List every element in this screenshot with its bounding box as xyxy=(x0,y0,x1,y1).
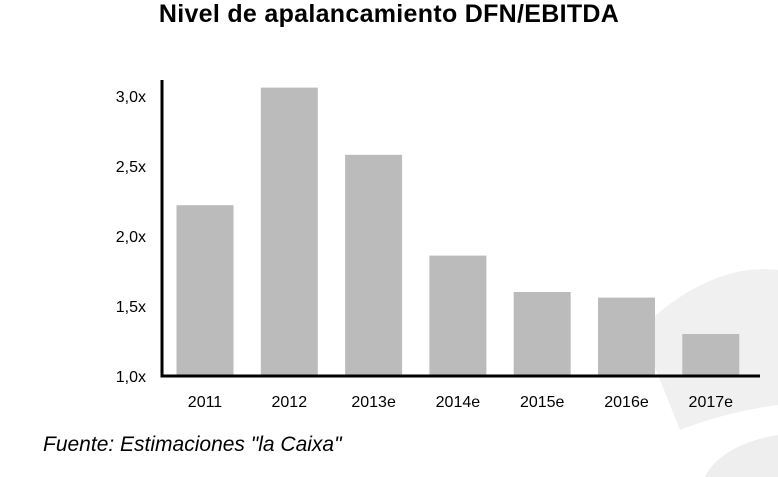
source-note: Fuente: Estimaciones "la Caixa" xyxy=(43,433,342,456)
x-tick-label: 2012 xyxy=(272,394,308,411)
y-tick-label: 1,5x xyxy=(116,299,146,316)
bar-2015e xyxy=(513,292,571,376)
y-tick-label: 2,5x xyxy=(116,159,146,176)
bars-layer xyxy=(176,87,740,376)
chart-title: Nivel de apalancamiento DFN/EBITDA xyxy=(158,0,620,28)
x-tick-label: 2016e xyxy=(604,394,649,411)
x-tick-label: 2013e xyxy=(351,394,396,411)
bar-2016e xyxy=(598,297,655,376)
x-tick-label: 2011 xyxy=(188,394,223,411)
x-tick-label: 2014e xyxy=(436,394,481,411)
y-tick-label: 3,0x xyxy=(116,89,146,106)
y-tick-label: 1,0x xyxy=(116,369,146,386)
x-tick-label: 2017e xyxy=(689,394,734,411)
x-tick-label: 2015e xyxy=(520,394,565,411)
bar-2012 xyxy=(260,87,318,376)
bar-2013e xyxy=(345,154,403,376)
bar-2017e xyxy=(682,334,740,376)
axes-layer xyxy=(160,80,760,378)
x-axis-ticks: 2011 2012 2013e 2014e 2015e 2016e 2017e xyxy=(188,394,733,411)
bar-2011 xyxy=(176,205,234,376)
y-axis-ticks: 1,0x 1,5x 2,0x 2,5x 3,0x xyxy=(116,89,146,386)
y-tick-label: 2,0x xyxy=(116,229,146,246)
bar-2014e xyxy=(429,255,487,376)
